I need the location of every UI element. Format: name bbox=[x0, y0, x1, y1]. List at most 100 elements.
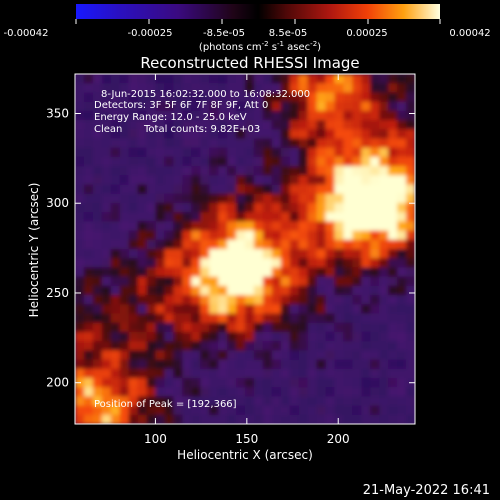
heatmap-cell bbox=[280, 92, 291, 103]
heatmap-cell bbox=[289, 156, 300, 167]
heatmap-cell bbox=[406, 147, 415, 158]
heatmap-cell bbox=[128, 396, 139, 407]
heatmap-cell bbox=[209, 175, 219, 186]
heatmap-cell bbox=[253, 110, 264, 121]
heatmap-cell bbox=[397, 276, 407, 287]
heatmap-cell bbox=[316, 101, 327, 112]
heatmap-cell bbox=[379, 221, 389, 232]
heatmap-cell bbox=[298, 285, 309, 296]
heatmap-cell bbox=[119, 74, 130, 84]
heatmap-cell bbox=[325, 285, 336, 296]
heatmap-cell bbox=[262, 387, 273, 397]
heatmap-cell bbox=[352, 341, 362, 351]
heatmap-cell bbox=[227, 120, 237, 130]
heatmap-cell bbox=[75, 120, 85, 130]
heatmap-cell bbox=[271, 368, 282, 379]
heatmap-cell bbox=[173, 120, 183, 130]
heatmap-cell bbox=[146, 387, 157, 397]
heatmap-cell bbox=[110, 341, 121, 351]
heatmap-cell bbox=[352, 221, 362, 232]
heatmap-cell bbox=[164, 83, 175, 94]
heatmap-cell bbox=[218, 166, 228, 176]
heatmap-cell bbox=[343, 230, 353, 241]
heatmap-cell bbox=[227, 166, 237, 176]
heatmap-cell bbox=[271, 350, 282, 361]
heatmap-cell bbox=[110, 202, 121, 213]
heatmap-cell bbox=[397, 92, 407, 103]
heatmap-cell bbox=[101, 341, 112, 351]
heatmap-cell bbox=[343, 193, 353, 204]
heatmap-cell bbox=[370, 221, 380, 232]
heatmap-cell bbox=[110, 156, 121, 167]
heatmap-cell bbox=[128, 313, 139, 324]
heatmap-cell bbox=[137, 120, 148, 130]
heatmap-cell bbox=[361, 341, 371, 351]
heatmap-cell bbox=[218, 83, 228, 94]
heatmap-cell bbox=[83, 249, 94, 259]
heatmap-cell bbox=[146, 331, 157, 342]
heatmap-cell bbox=[370, 396, 380, 407]
heatmap-cell bbox=[307, 350, 318, 361]
heatmap-cell bbox=[146, 221, 157, 232]
heatmap-cell bbox=[110, 387, 121, 397]
heatmap-cell bbox=[83, 193, 94, 204]
heatmap-cell bbox=[253, 120, 264, 130]
heatmap-cell bbox=[218, 322, 228, 333]
heatmap-cell bbox=[200, 359, 210, 370]
heatmap-cell bbox=[397, 230, 407, 241]
heatmap-cell bbox=[128, 258, 139, 269]
heatmap-cell bbox=[298, 83, 309, 94]
heatmap-cell bbox=[343, 92, 353, 103]
heatmap-cell bbox=[173, 202, 183, 213]
heatmap-cell bbox=[334, 276, 345, 287]
heatmap-cell bbox=[307, 387, 318, 397]
heatmap-cell bbox=[379, 129, 389, 140]
heatmap-cell bbox=[101, 359, 112, 370]
heatmap-cell bbox=[334, 147, 345, 158]
heatmap-cell bbox=[253, 368, 264, 379]
heatmap-cell bbox=[307, 313, 318, 324]
heatmap-cell bbox=[92, 221, 103, 232]
heatmap-cell bbox=[388, 387, 398, 397]
heatmap-cell bbox=[155, 129, 166, 140]
heatmap-cell bbox=[200, 83, 210, 94]
heatmap-cell bbox=[289, 295, 300, 305]
heatmap-cell bbox=[236, 74, 246, 84]
heatmap-cell bbox=[298, 212, 309, 222]
heatmap-cell bbox=[173, 239, 183, 250]
heatmap-cell bbox=[307, 414, 318, 424]
heatmap-cell bbox=[218, 267, 228, 278]
colorbar-tick-label: -0.00025 bbox=[128, 28, 173, 39]
heatmap-cell bbox=[218, 414, 228, 424]
heatmap-cell bbox=[289, 377, 300, 388]
heatmap-cell bbox=[227, 295, 237, 305]
heatmap-cell bbox=[253, 304, 264, 315]
heatmap-cell bbox=[173, 230, 183, 241]
heatmap-cell bbox=[209, 221, 219, 232]
heatmap-cell bbox=[209, 322, 219, 333]
heatmap-cell bbox=[334, 377, 345, 388]
heatmap-cell bbox=[370, 295, 380, 305]
heatmap-cell bbox=[253, 202, 264, 213]
heatmap-cell bbox=[352, 368, 362, 379]
heatmap-cell bbox=[298, 350, 309, 361]
heatmap-cell bbox=[182, 313, 192, 324]
heatmap-cell bbox=[298, 202, 309, 213]
heatmap-cell bbox=[406, 166, 415, 176]
heatmap-cell bbox=[209, 387, 219, 397]
heatmap-cell bbox=[325, 350, 336, 361]
heatmap-cell bbox=[164, 239, 175, 250]
heatmap-cell bbox=[101, 396, 112, 407]
heatmap-cell bbox=[191, 387, 201, 397]
heatmap-cell bbox=[209, 239, 219, 250]
heatmap-cell bbox=[253, 377, 264, 388]
heatmap-cell bbox=[245, 304, 255, 315]
heatmap-cell bbox=[352, 258, 362, 269]
heatmap-cell bbox=[379, 184, 389, 195]
heatmap-cell bbox=[406, 74, 415, 84]
heatmap-cell bbox=[128, 377, 139, 388]
heatmap-cell bbox=[361, 377, 371, 388]
heatmap-cell bbox=[343, 239, 353, 250]
heatmap-cell bbox=[325, 377, 336, 388]
heatmap-cell bbox=[236, 166, 246, 176]
